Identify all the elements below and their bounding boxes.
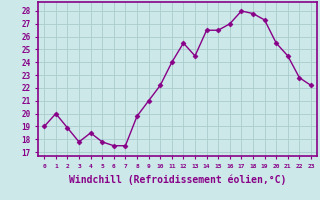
X-axis label: Windchill (Refroidissement éolien,°C): Windchill (Refroidissement éolien,°C) [69, 174, 286, 185]
